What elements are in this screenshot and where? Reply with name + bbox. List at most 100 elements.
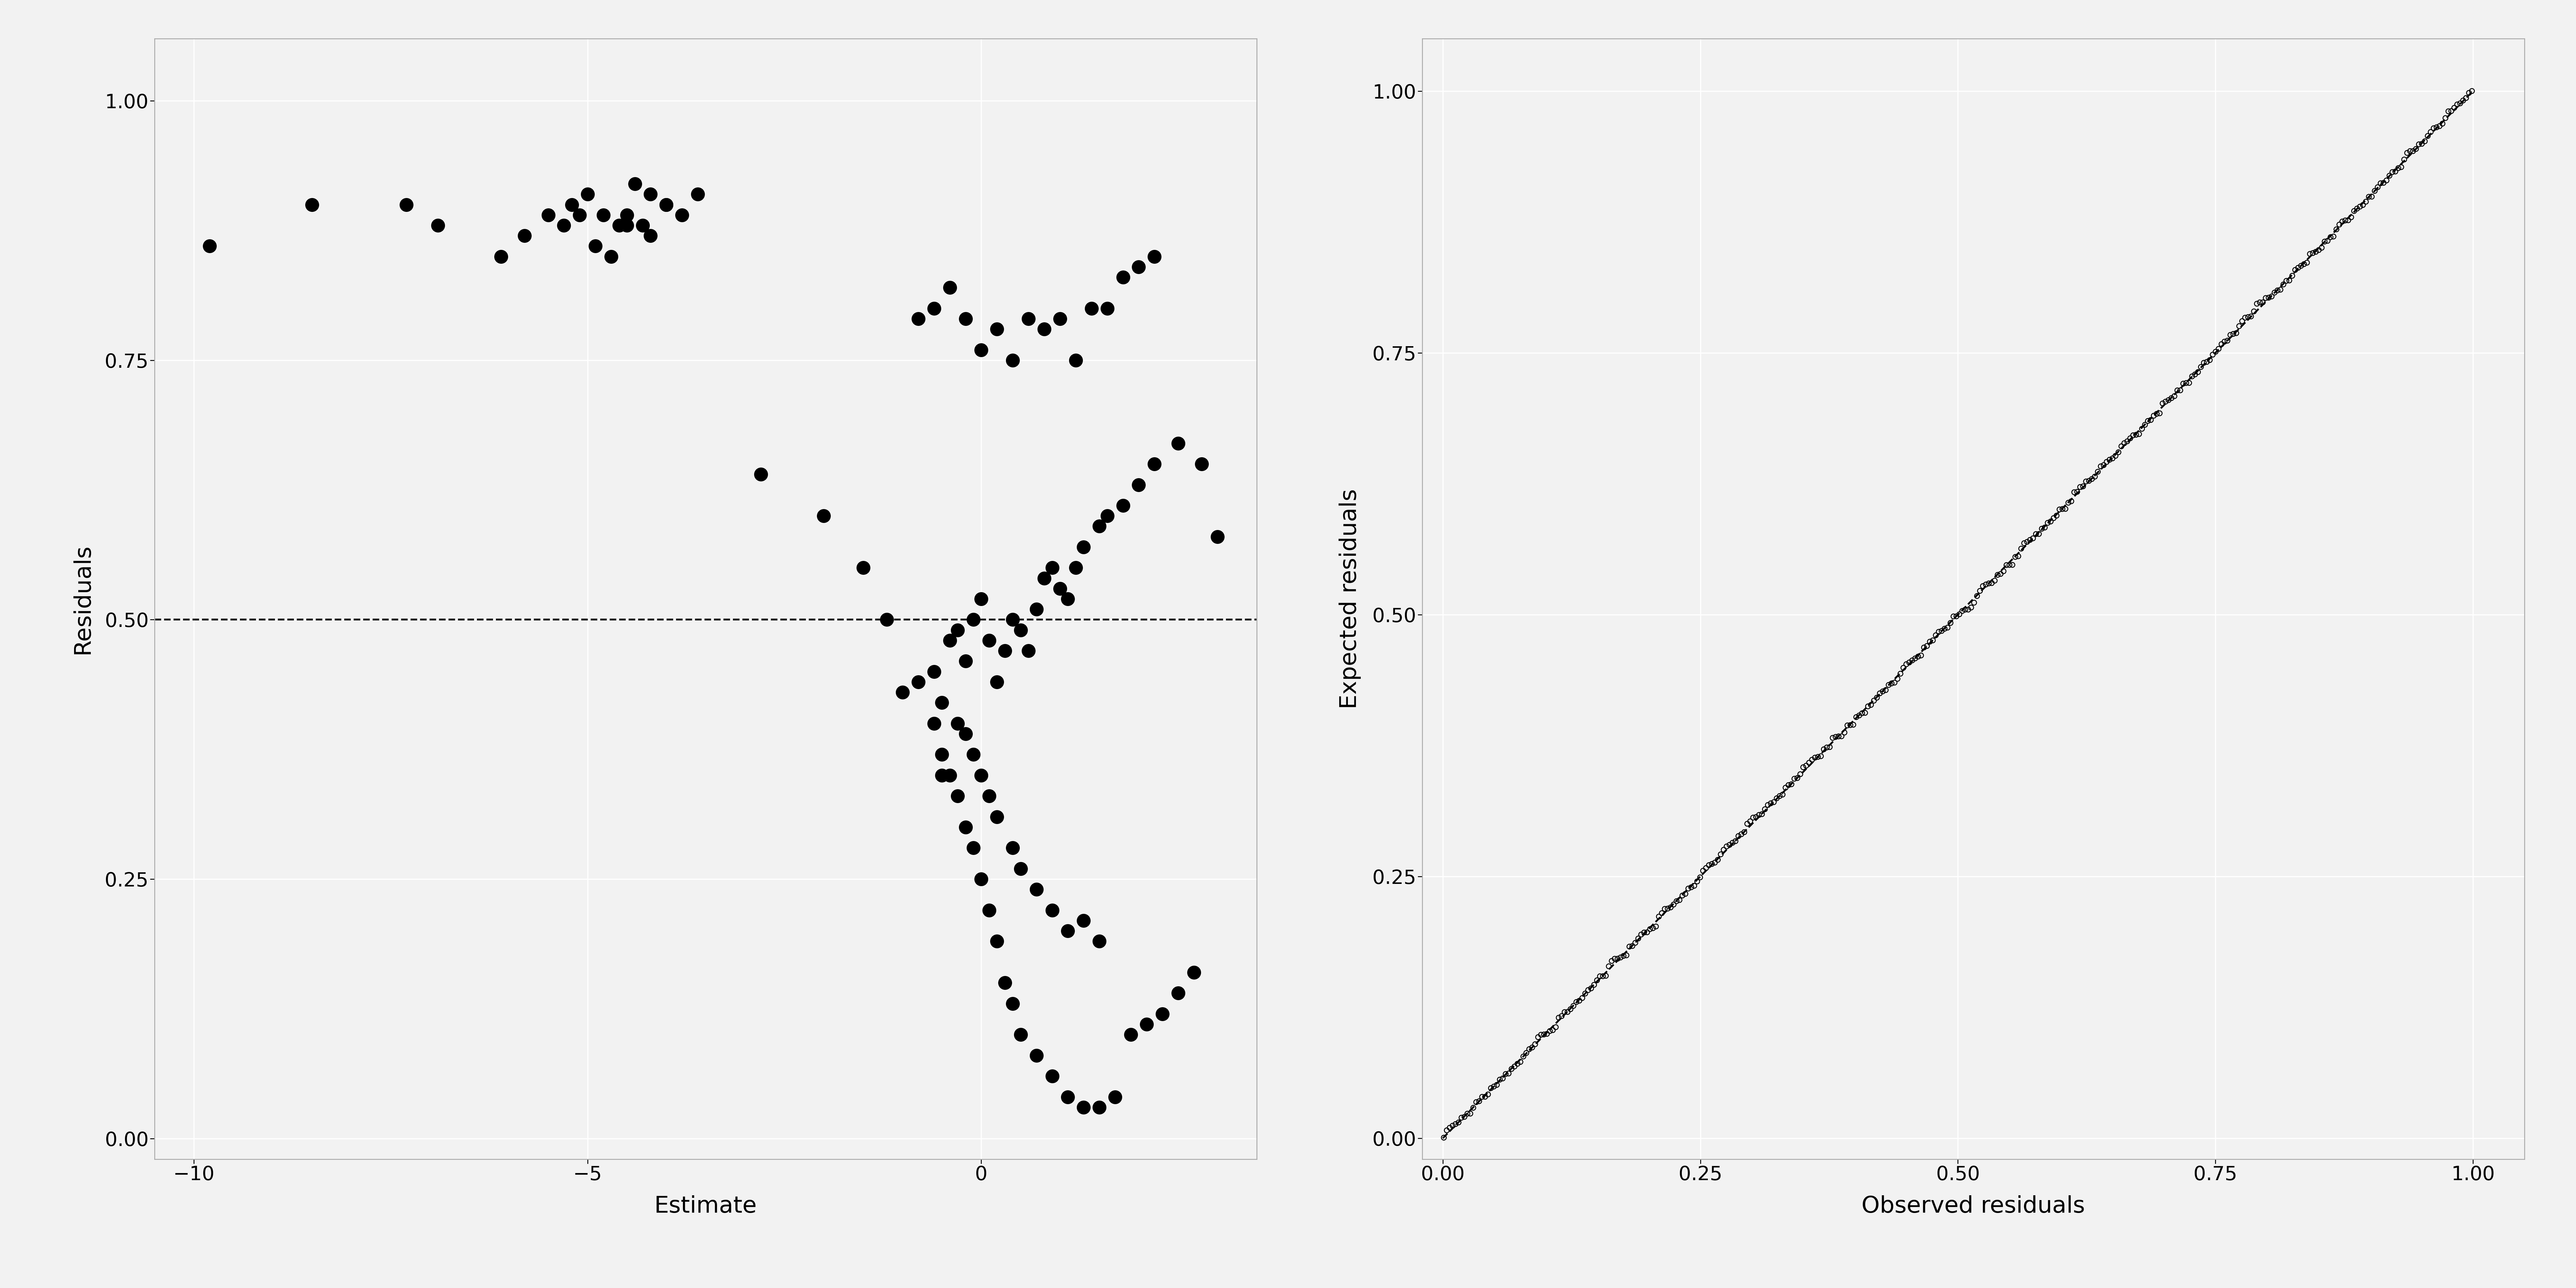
Point bbox=[1932, 607, 1973, 627]
Point bbox=[866, 609, 907, 630]
Point bbox=[1963, 576, 2004, 596]
Point bbox=[559, 205, 600, 225]
Point bbox=[2442, 90, 2483, 111]
Point bbox=[2032, 507, 2074, 528]
Point bbox=[1615, 933, 1656, 953]
Point bbox=[1198, 527, 1239, 547]
Point bbox=[662, 205, 703, 225]
Point bbox=[2143, 393, 2184, 413]
Point bbox=[1888, 652, 1929, 672]
Point bbox=[1110, 1024, 1151, 1045]
Point bbox=[2406, 126, 2447, 147]
Point bbox=[2045, 498, 2087, 519]
Point bbox=[1118, 474, 1159, 495]
Point bbox=[2391, 140, 2432, 161]
Point bbox=[999, 858, 1041, 878]
Point bbox=[1095, 1087, 1136, 1108]
Point bbox=[2107, 431, 2148, 452]
Point bbox=[922, 693, 963, 714]
Point bbox=[1839, 705, 1880, 725]
Point bbox=[2251, 286, 2293, 307]
Point bbox=[677, 184, 719, 205]
Point bbox=[2437, 94, 2478, 115]
Point bbox=[2125, 415, 2166, 435]
Point bbox=[1141, 1003, 1182, 1024]
Point bbox=[1728, 811, 1770, 832]
Point bbox=[1422, 1127, 1463, 1148]
Point bbox=[623, 215, 665, 236]
Point bbox=[1929, 613, 1971, 634]
Point bbox=[1528, 1024, 1569, 1045]
Point bbox=[1056, 350, 1097, 371]
Point bbox=[1448, 1104, 1489, 1124]
Point bbox=[1904, 638, 1945, 658]
Point bbox=[1489, 1063, 1530, 1083]
Point bbox=[1801, 746, 1842, 766]
Point bbox=[1569, 980, 1610, 1001]
Point bbox=[969, 630, 1010, 650]
Point bbox=[969, 786, 1010, 806]
Point bbox=[1646, 898, 1687, 918]
Point bbox=[2208, 330, 2249, 350]
Point bbox=[1636, 916, 1677, 936]
Point bbox=[2372, 162, 2414, 183]
Point bbox=[2370, 165, 2411, 185]
Point bbox=[1087, 506, 1128, 527]
Point bbox=[1574, 975, 1615, 996]
Point bbox=[2262, 274, 2303, 295]
Point bbox=[1079, 931, 1121, 952]
Point bbox=[1788, 752, 1829, 773]
Point bbox=[1038, 309, 1079, 330]
Point bbox=[1870, 674, 1911, 694]
Point bbox=[1723, 822, 1765, 842]
Point bbox=[1023, 568, 1064, 589]
Point bbox=[1899, 647, 1940, 667]
Point bbox=[1850, 694, 1891, 715]
Point bbox=[938, 714, 979, 734]
Point bbox=[1911, 630, 1953, 650]
Point bbox=[1103, 267, 1144, 287]
Point bbox=[976, 671, 1018, 692]
Point bbox=[574, 236, 616, 256]
Point bbox=[1118, 256, 1159, 277]
Point bbox=[930, 277, 971, 298]
Point bbox=[1909, 631, 1950, 652]
Point bbox=[2030, 511, 2071, 532]
Point bbox=[1015, 1045, 1056, 1065]
Point bbox=[2061, 477, 2102, 497]
Point bbox=[1610, 936, 1651, 957]
Point bbox=[914, 298, 956, 318]
Point bbox=[2275, 260, 2316, 281]
Point bbox=[1133, 453, 1175, 474]
Point bbox=[2419, 116, 2460, 137]
Point bbox=[1811, 728, 1852, 748]
Point bbox=[544, 215, 585, 236]
Point bbox=[1638, 907, 1680, 927]
Point bbox=[1582, 966, 1623, 987]
Point bbox=[896, 309, 938, 330]
Point bbox=[1664, 884, 1705, 904]
Point bbox=[1713, 832, 1754, 853]
Point bbox=[1007, 640, 1048, 661]
Point bbox=[2267, 270, 2308, 291]
Point bbox=[2342, 194, 2383, 215]
Point bbox=[1618, 929, 1659, 949]
Point bbox=[1072, 298, 1113, 318]
Point bbox=[1687, 855, 1728, 876]
Point bbox=[2084, 455, 2125, 475]
Point bbox=[2293, 242, 2334, 263]
Point bbox=[1458, 1091, 1499, 1112]
Point bbox=[999, 620, 1041, 640]
Point bbox=[1747, 795, 1788, 815]
Point bbox=[1924, 618, 1965, 639]
Point bbox=[1852, 690, 1893, 711]
Point bbox=[2393, 140, 2434, 161]
Point bbox=[2213, 323, 2254, 344]
Point bbox=[992, 993, 1033, 1014]
Point bbox=[2195, 341, 2236, 362]
Point bbox=[842, 558, 884, 578]
Point bbox=[1901, 645, 1942, 666]
Point bbox=[2123, 419, 2164, 439]
Point bbox=[1126, 1014, 1167, 1034]
Point bbox=[2105, 433, 2146, 453]
